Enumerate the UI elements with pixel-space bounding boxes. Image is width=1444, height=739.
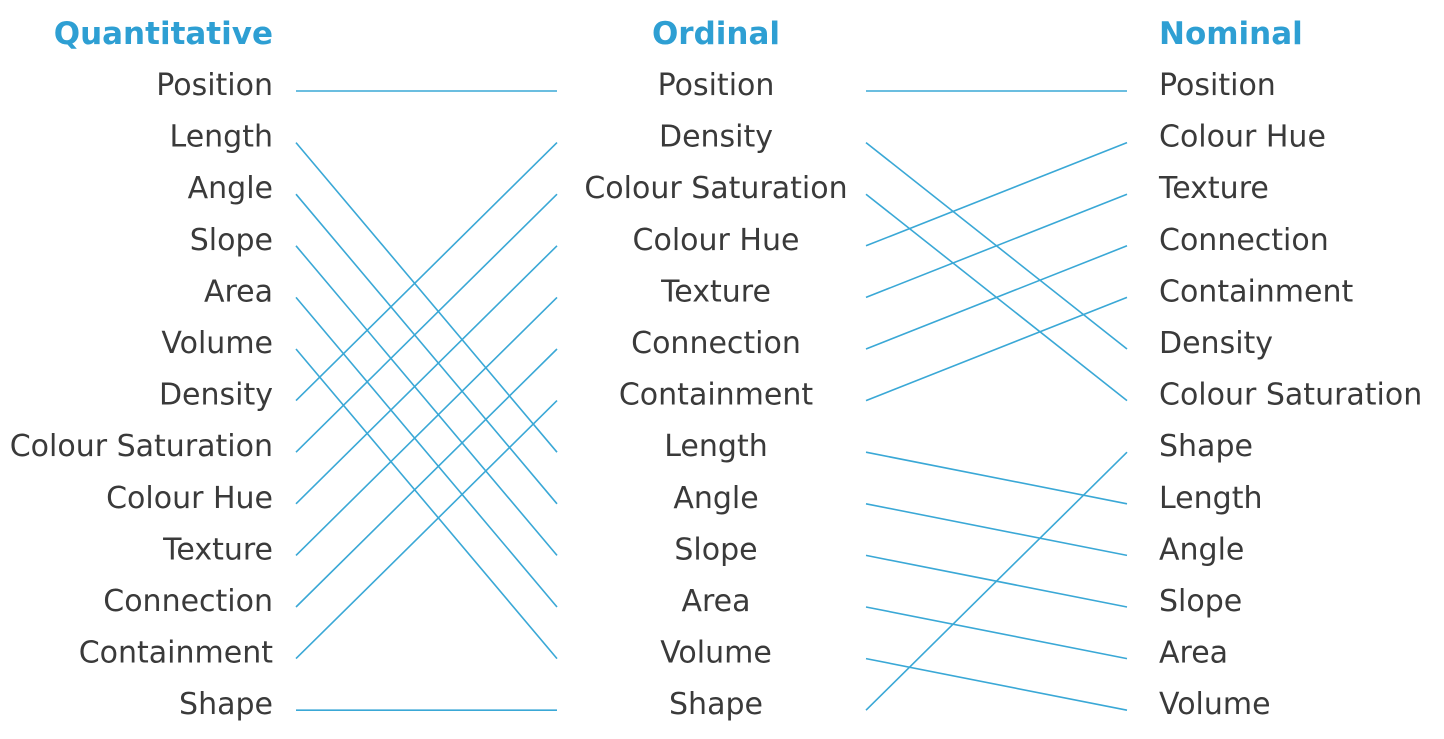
connector-quantitative-ordinal-volume bbox=[295, 348, 558, 660]
ordinal-item-containment: Containment bbox=[619, 378, 814, 413]
ordinal-item-texture: Texture bbox=[660, 274, 771, 309]
connector-ordinal-nominal-colour-hue bbox=[865, 141, 1128, 247]
connectors bbox=[295, 90, 1128, 712]
connector-quantitative-ordinal-containment bbox=[295, 400, 558, 660]
nominal-item-containment: Containment bbox=[1159, 274, 1354, 309]
nominal-item-shape: Shape bbox=[1159, 429, 1253, 464]
connector-ordinal-nominal-area bbox=[865, 606, 1128, 660]
column-ordinal: Position Density Colour Saturation Colour H… bbox=[584, 68, 847, 722]
quantitative-item-colour-saturation: Colour Saturation bbox=[10, 429, 273, 464]
nominal-item-slope: Slope bbox=[1159, 584, 1242, 619]
nominal-item-texture: Texture bbox=[1158, 171, 1269, 206]
ordinal-item-length: Length bbox=[664, 429, 767, 464]
connector-quantitative-ordinal-slope bbox=[295, 245, 558, 556]
ordinal-item-colour-hue: Colour Hue bbox=[633, 223, 800, 258]
ordinal-item-shape: Shape bbox=[669, 687, 763, 722]
nominal-item-angle: Angle bbox=[1159, 532, 1244, 567]
nominal-item-volume: Volume bbox=[1159, 687, 1271, 722]
quantitative-item-volume: Volume bbox=[161, 326, 273, 361]
quantitative-item-connection: Connection bbox=[103, 584, 273, 619]
ordinal-item-angle: Angle bbox=[673, 481, 758, 516]
connector-quantitative-ordinal-colour-hue bbox=[295, 245, 558, 505]
quantitative-item-density: Density bbox=[159, 378, 273, 413]
nominal-item-colour-hue: Colour Hue bbox=[1159, 120, 1326, 155]
connector-ordinal-nominal-angle bbox=[865, 503, 1128, 557]
connector-ordinal-nominal-shape bbox=[865, 451, 1128, 711]
quantitative-item-colour-hue: Colour Hue bbox=[106, 481, 273, 516]
nominal-item-position: Position bbox=[1159, 68, 1276, 103]
ordinal-item-density: Density bbox=[659, 120, 773, 155]
heading-nominal: Nominal bbox=[1159, 16, 1303, 52]
connector-ordinal-nominal-length bbox=[865, 451, 1128, 505]
connector-quantitative-ordinal-area bbox=[295, 296, 558, 608]
connector-quantitative-ordinal-density bbox=[295, 142, 558, 402]
quantitative-item-shape: Shape bbox=[179, 687, 273, 722]
connector-quantitative-ordinal-length bbox=[295, 142, 558, 453]
connector-quantitative-ordinal-colour-saturation bbox=[295, 193, 558, 453]
connector-ordinal-nominal-texture bbox=[865, 193, 1128, 299]
quantitative-item-position: Position bbox=[156, 68, 273, 103]
nominal-item-density: Density bbox=[1159, 326, 1273, 361]
ordinal-item-slope: Slope bbox=[674, 532, 757, 567]
quantitative-item-texture: Texture bbox=[162, 532, 273, 567]
nominal-item-colour-saturation: Colour Saturation bbox=[1159, 378, 1422, 413]
nominal-item-area: Area bbox=[1159, 636, 1228, 671]
quantitative-item-length: Length bbox=[170, 120, 273, 155]
heading-ordinal: Ordinal bbox=[652, 16, 780, 52]
connector-quantitative-ordinal-texture bbox=[295, 296, 558, 556]
connector-ordinal-nominal-containment bbox=[865, 296, 1128, 402]
connector-ordinal-nominal-volume bbox=[865, 657, 1128, 711]
nominal-item-length: Length bbox=[1159, 481, 1262, 516]
ordinal-item-position: Position bbox=[658, 68, 775, 103]
quantitative-item-containment: Containment bbox=[79, 636, 274, 671]
connector-quantitative-ordinal-angle bbox=[295, 193, 558, 505]
nominal-item-connection: Connection bbox=[1159, 223, 1329, 258]
column-quantitative: Position Length Angle Slope Area Volume Densit… bbox=[10, 68, 273, 722]
ordinal-item-colour-saturation: Colour Saturation bbox=[584, 171, 847, 206]
connector-ordinal-nominal-connection bbox=[865, 245, 1128, 350]
heading-quantitative: Quantitative bbox=[54, 16, 273, 52]
quantitative-item-slope: Slope bbox=[190, 223, 273, 258]
ordinal-item-connection: Connection bbox=[631, 326, 801, 361]
ordinal-item-volume: Volume bbox=[660, 636, 772, 671]
quantitative-item-angle: Angle bbox=[188, 171, 273, 206]
connector-quantitative-ordinal-connection bbox=[295, 348, 558, 608]
column-nominal: Position Colour Hue Texture Connection Conta… bbox=[1158, 68, 1422, 722]
quantitative-item-area: Area bbox=[204, 274, 273, 309]
ordinal-item-area: Area bbox=[681, 584, 750, 619]
